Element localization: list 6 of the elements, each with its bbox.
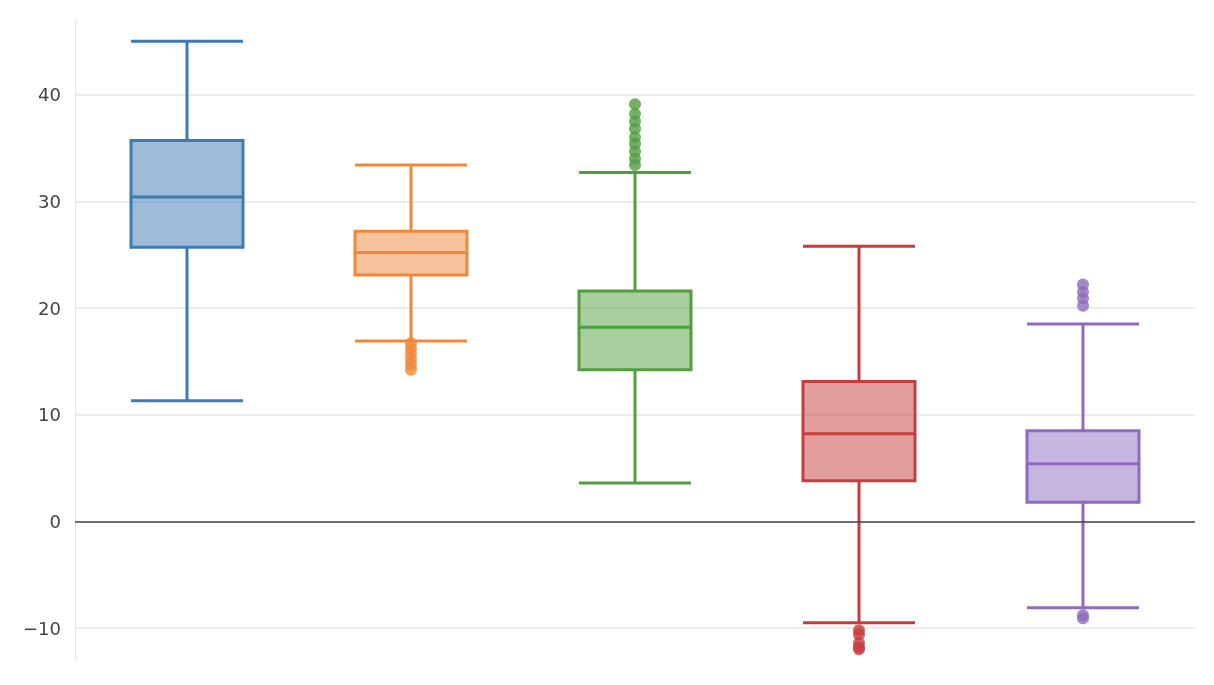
y-tick-label: 30 [38,190,61,212]
y-tick-label: 10 [38,404,61,426]
y-tick-label: −10 [23,617,61,639]
y-tick-label: 20 [38,297,61,319]
y-tick-label: 0 [49,510,61,532]
y-tick-label: 40 [38,84,61,106]
